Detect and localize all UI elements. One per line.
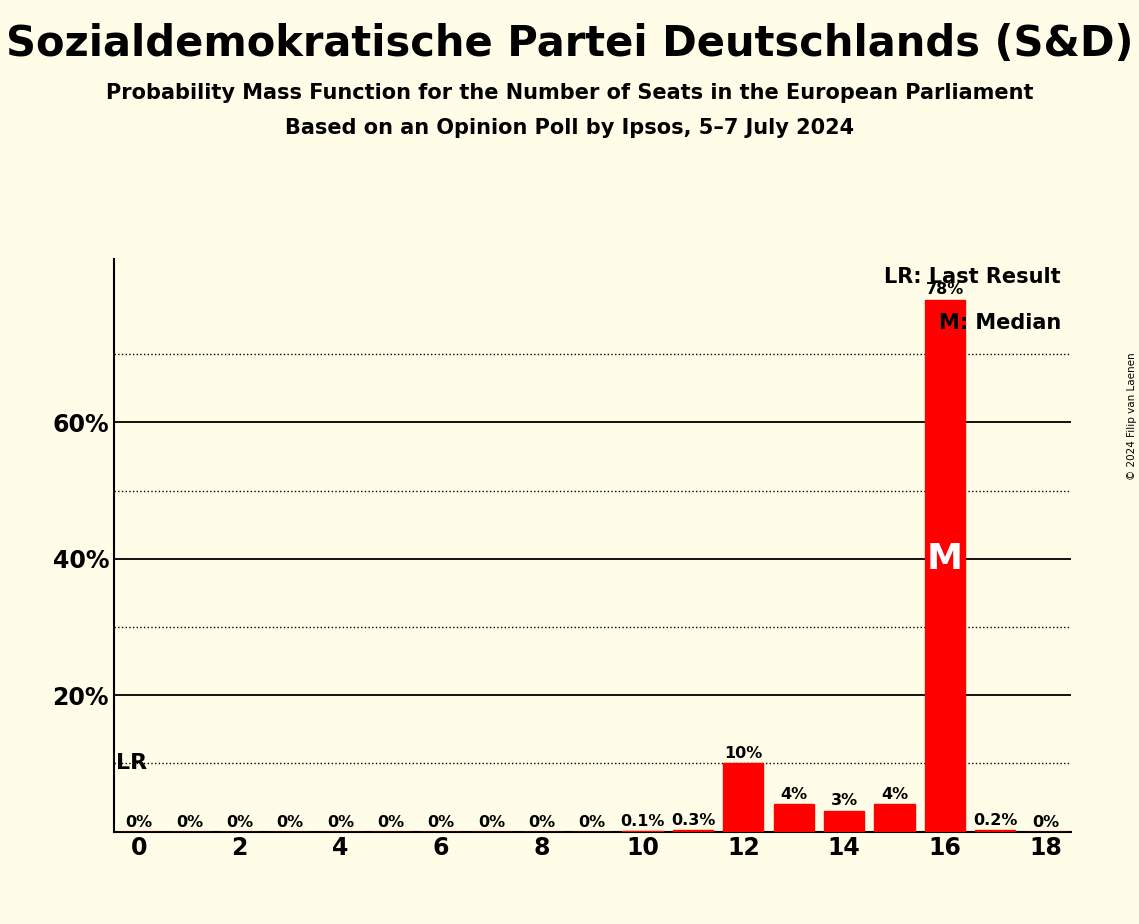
- Text: M: Median: M: Median: [939, 313, 1062, 334]
- Text: LR: Last Result: LR: Last Result: [885, 267, 1062, 287]
- Text: LR: LR: [116, 753, 148, 773]
- Text: © 2024 Filip van Laenen: © 2024 Filip van Laenen: [1126, 352, 1137, 480]
- Text: 0%: 0%: [427, 815, 454, 830]
- Bar: [773, 804, 814, 832]
- Text: 0%: 0%: [327, 815, 354, 830]
- Text: 0%: 0%: [528, 815, 556, 830]
- Text: 0%: 0%: [175, 815, 203, 830]
- Text: M: M: [927, 541, 962, 576]
- Text: 0.1%: 0.1%: [621, 814, 665, 829]
- Text: 0%: 0%: [227, 815, 253, 830]
- Text: 78%: 78%: [926, 282, 964, 297]
- Bar: [723, 763, 763, 832]
- Bar: [875, 804, 915, 832]
- Text: Probability Mass Function for the Number of Seats in the European Parliament: Probability Mass Function for the Number…: [106, 83, 1033, 103]
- Text: 4%: 4%: [780, 786, 808, 802]
- Bar: [673, 830, 713, 832]
- Text: 3%: 3%: [830, 794, 858, 808]
- Text: 0%: 0%: [125, 815, 153, 830]
- Text: 0%: 0%: [579, 815, 606, 830]
- Text: 0%: 0%: [478, 815, 505, 830]
- Text: 10%: 10%: [724, 746, 762, 760]
- Text: 0.3%: 0.3%: [671, 812, 715, 828]
- Text: 4%: 4%: [880, 786, 908, 802]
- Bar: [925, 299, 965, 832]
- Text: 0%: 0%: [1032, 815, 1059, 830]
- Bar: [823, 811, 865, 832]
- Text: 0.2%: 0.2%: [973, 813, 1017, 828]
- Text: Based on an Opinion Poll by Ipsos, 5–7 July 2024: Based on an Opinion Poll by Ipsos, 5–7 J…: [285, 118, 854, 139]
- Text: 0%: 0%: [377, 815, 404, 830]
- Bar: [975, 831, 1015, 832]
- Text: 0%: 0%: [277, 815, 304, 830]
- Text: Sozialdemokratische Partei Deutschlands (S&D): Sozialdemokratische Partei Deutschlands …: [6, 23, 1133, 65]
